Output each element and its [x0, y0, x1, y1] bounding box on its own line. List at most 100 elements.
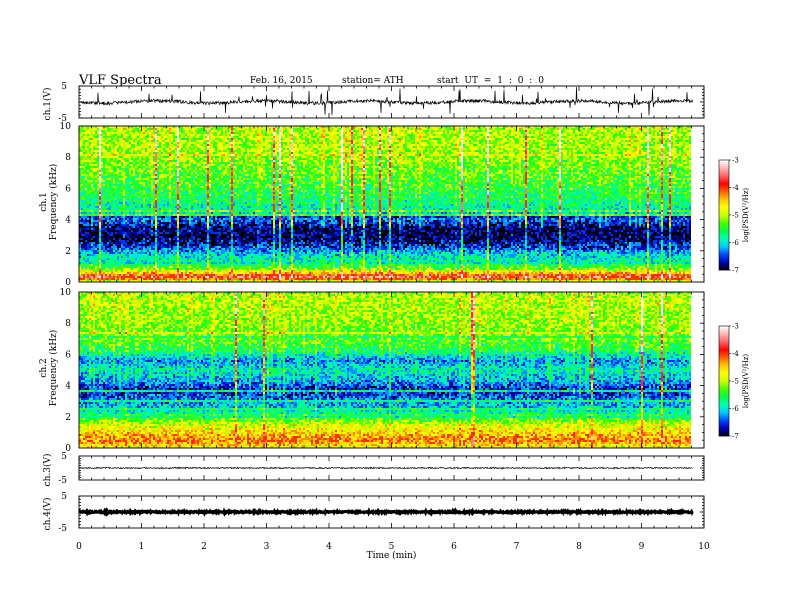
y-tick-label: 0	[65, 278, 71, 288]
colorbar-step	[719, 349, 729, 352]
y-tick-label: 5	[61, 492, 67, 502]
ch1-spectrogram: 0 2 4 6 8 10 ch.1Frequency (kHz) -3 -4 -5 -6 -7 log(…	[39, 122, 750, 288]
colorbar-label: log(PSD(V²/Hz)	[742, 354, 750, 409]
colorbar-step	[719, 359, 729, 362]
colorbar-step	[719, 244, 729, 247]
colorbar-step	[719, 381, 729, 384]
colorbar-step	[719, 180, 729, 183]
spectrogram-cells	[79, 292, 691, 448]
colorbar-tick-label: -6	[732, 405, 739, 413]
colorbar-step	[719, 165, 729, 168]
y-tick-label: -5	[58, 114, 67, 124]
y-tick-label: -5	[58, 476, 67, 486]
colorbar-step	[719, 178, 729, 181]
colorbar-step	[719, 392, 729, 395]
colorbar-step	[719, 196, 729, 199]
y-tick-label: 5	[61, 452, 67, 462]
colorbar-step	[719, 246, 729, 249]
start-time-label: start UT = 1 : 0 : 0	[437, 76, 544, 86]
waveform-line	[78, 506, 694, 518]
y-tick-label: 6	[65, 350, 71, 360]
waveform-line	[79, 466, 693, 470]
colorbar-step	[719, 161, 729, 164]
y-tick-label: 4	[65, 382, 71, 392]
colorbar-tick-label: -5	[732, 378, 739, 386]
colorbar-step	[719, 268, 729, 271]
colorbar-step	[719, 242, 729, 245]
colorbar-step	[719, 226, 729, 229]
colorbar-step	[719, 163, 729, 166]
colorbar-step	[719, 403, 729, 406]
colorbar-step	[719, 174, 729, 177]
x-tick-label: 8	[576, 542, 582, 552]
colorbar-step	[719, 419, 729, 422]
colorbar-step	[719, 344, 729, 347]
colorbar-step	[719, 404, 729, 407]
colorbar-step	[719, 224, 729, 227]
colorbar-step	[719, 205, 729, 208]
colorbar-step	[719, 426, 729, 429]
colorbar-step	[719, 370, 729, 373]
x-tick-label: 10	[698, 542, 710, 552]
colorbar-tick-label: -6	[732, 239, 739, 247]
colorbar-step	[719, 432, 729, 435]
colorbar-step	[719, 421, 729, 424]
x-tick-label: 6	[451, 542, 457, 552]
colorbar-step	[719, 362, 729, 365]
x-tick-label: 3	[264, 542, 270, 552]
ch4-waveform: 5 -5 ch.4(V)	[42, 492, 705, 534]
colorbar-step	[719, 399, 729, 402]
colorbar-step	[719, 255, 729, 258]
x-tick-label: 2	[201, 542, 207, 552]
x-axis-label: Time (min)	[367, 550, 417, 561]
colorbar-step	[719, 260, 729, 263]
colorbar-step	[719, 338, 729, 341]
colorbar-step	[719, 231, 729, 234]
colorbar-tick-label: -4	[732, 350, 739, 358]
colorbar-step	[719, 220, 729, 223]
colorbar-step	[719, 434, 729, 437]
colorbar-tick-label: -4	[732, 184, 739, 192]
colorbar-step	[719, 331, 729, 334]
colorbar-step	[719, 348, 729, 351]
colorbar-step	[719, 176, 729, 179]
colorbar-step	[719, 346, 729, 349]
colorbar-tick-label: -5	[732, 212, 739, 220]
colorbar-step	[719, 227, 729, 230]
colorbar-step	[719, 248, 729, 251]
y-axis-label: ch.2Frequency (kHz)	[39, 330, 59, 407]
colorbar-step	[719, 238, 729, 241]
colorbar-step	[719, 388, 729, 391]
colorbar-step	[719, 329, 729, 332]
colorbar: -3 -4 -5 -6 -7 log(PSD(V²/Hz)	[718, 157, 750, 275]
y-tick-label: 10	[60, 288, 72, 298]
colorbar-step	[719, 395, 729, 398]
colorbar-step	[719, 340, 729, 343]
x-tick-label: 9	[639, 542, 645, 552]
y-axis-label: ch.4(V)	[42, 498, 53, 531]
colorbar-step	[719, 249, 729, 252]
colorbar-step	[719, 425, 729, 428]
y-tick-label: 2	[65, 247, 71, 257]
x-tick-label: 1	[139, 542, 145, 552]
colorbar-step	[719, 191, 729, 194]
colorbar-step	[719, 390, 729, 393]
colorbar-tick-label: -7	[732, 267, 739, 275]
colorbar-step	[719, 423, 729, 426]
x-tick-label: 5	[389, 542, 395, 552]
station-label: station= ATH	[342, 76, 404, 86]
colorbar-step	[719, 412, 729, 415]
spectrogram-cells	[79, 126, 691, 282]
colorbar-step	[719, 213, 729, 216]
colorbar-step	[719, 355, 729, 358]
ch2-spectrogram: 0 2 4 6 8 10 ch.2Frequency (kHz) -3 -4 -5 -6 -7 log(…	[39, 288, 750, 454]
colorbar-step	[719, 198, 729, 201]
colorbar-step	[719, 167, 729, 170]
waveform-line	[79, 86, 693, 116]
colorbar-step	[719, 202, 729, 205]
colorbar-step	[719, 415, 729, 418]
colorbar-step	[719, 342, 729, 345]
colorbar-step	[719, 326, 729, 329]
x-axis: 0 1 2 3 4 5 6 7 8 9 10 Time (min)	[76, 542, 710, 561]
